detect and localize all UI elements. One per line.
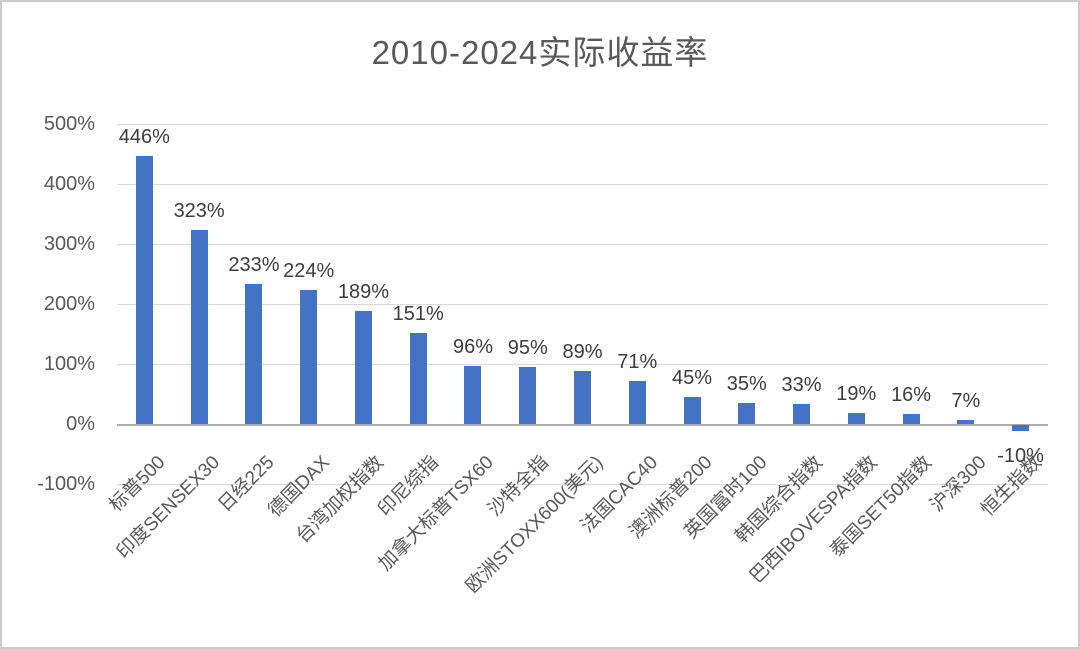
data-label: 89% (562, 340, 603, 363)
data-label: 323% (173, 200, 225, 223)
data-label: 45% (672, 367, 713, 389)
data-label: 95% (507, 337, 548, 359)
bar (409, 333, 427, 424)
bar (135, 156, 153, 424)
bar (354, 310, 372, 424)
chart-title: 2010-2024实际收益率 (371, 34, 709, 71)
bar (519, 367, 537, 424)
y-axis-tick-label: 0% (66, 413, 95, 435)
gridline (117, 244, 1048, 245)
data-label: 19% (836, 382, 877, 405)
gridline (117, 484, 1048, 485)
data-label: 446% (118, 126, 170, 149)
bar (300, 289, 318, 424)
bar (464, 366, 482, 424)
bar (683, 397, 701, 424)
y-axis-tick-label: 500% (43, 113, 95, 135)
data-label: 33% (781, 374, 822, 397)
x-axis-category-label: 泰国SET50指数 (826, 452, 936, 562)
bar (738, 403, 756, 424)
y-axis-tick-label: 400% (43, 173, 95, 195)
data-label: 35% (726, 373, 767, 395)
bar (245, 284, 263, 424)
bar (1012, 425, 1030, 431)
bar (847, 412, 865, 424)
y-axis-tick-label: 100% (43, 353, 95, 375)
data-label: 16% (891, 384, 932, 407)
zero-axis-line (117, 424, 1048, 426)
y-axis-tick-label: -100% (37, 473, 95, 495)
data-label: 151% (392, 303, 444, 326)
data-label: 189% (337, 280, 390, 303)
gridline (117, 124, 1048, 125)
bar (190, 230, 208, 424)
bar (628, 381, 646, 424)
y-axis-tick-label: 300% (43, 233, 95, 255)
data-label: 96% (452, 336, 493, 359)
data-label: -10% (997, 445, 1044, 467)
gridline (117, 304, 1048, 305)
gridline (117, 184, 1048, 185)
gridline (117, 364, 1048, 365)
y-axis-tick-label: 200% (43, 293, 95, 315)
data-label: 224% (283, 259, 335, 282)
bar (574, 370, 591, 424)
bar (902, 414, 920, 424)
bar (957, 419, 975, 424)
data-label: 7% (951, 389, 981, 412)
data-label: 71% (617, 351, 658, 374)
bar (793, 404, 811, 424)
data-label: 233% (228, 254, 280, 277)
